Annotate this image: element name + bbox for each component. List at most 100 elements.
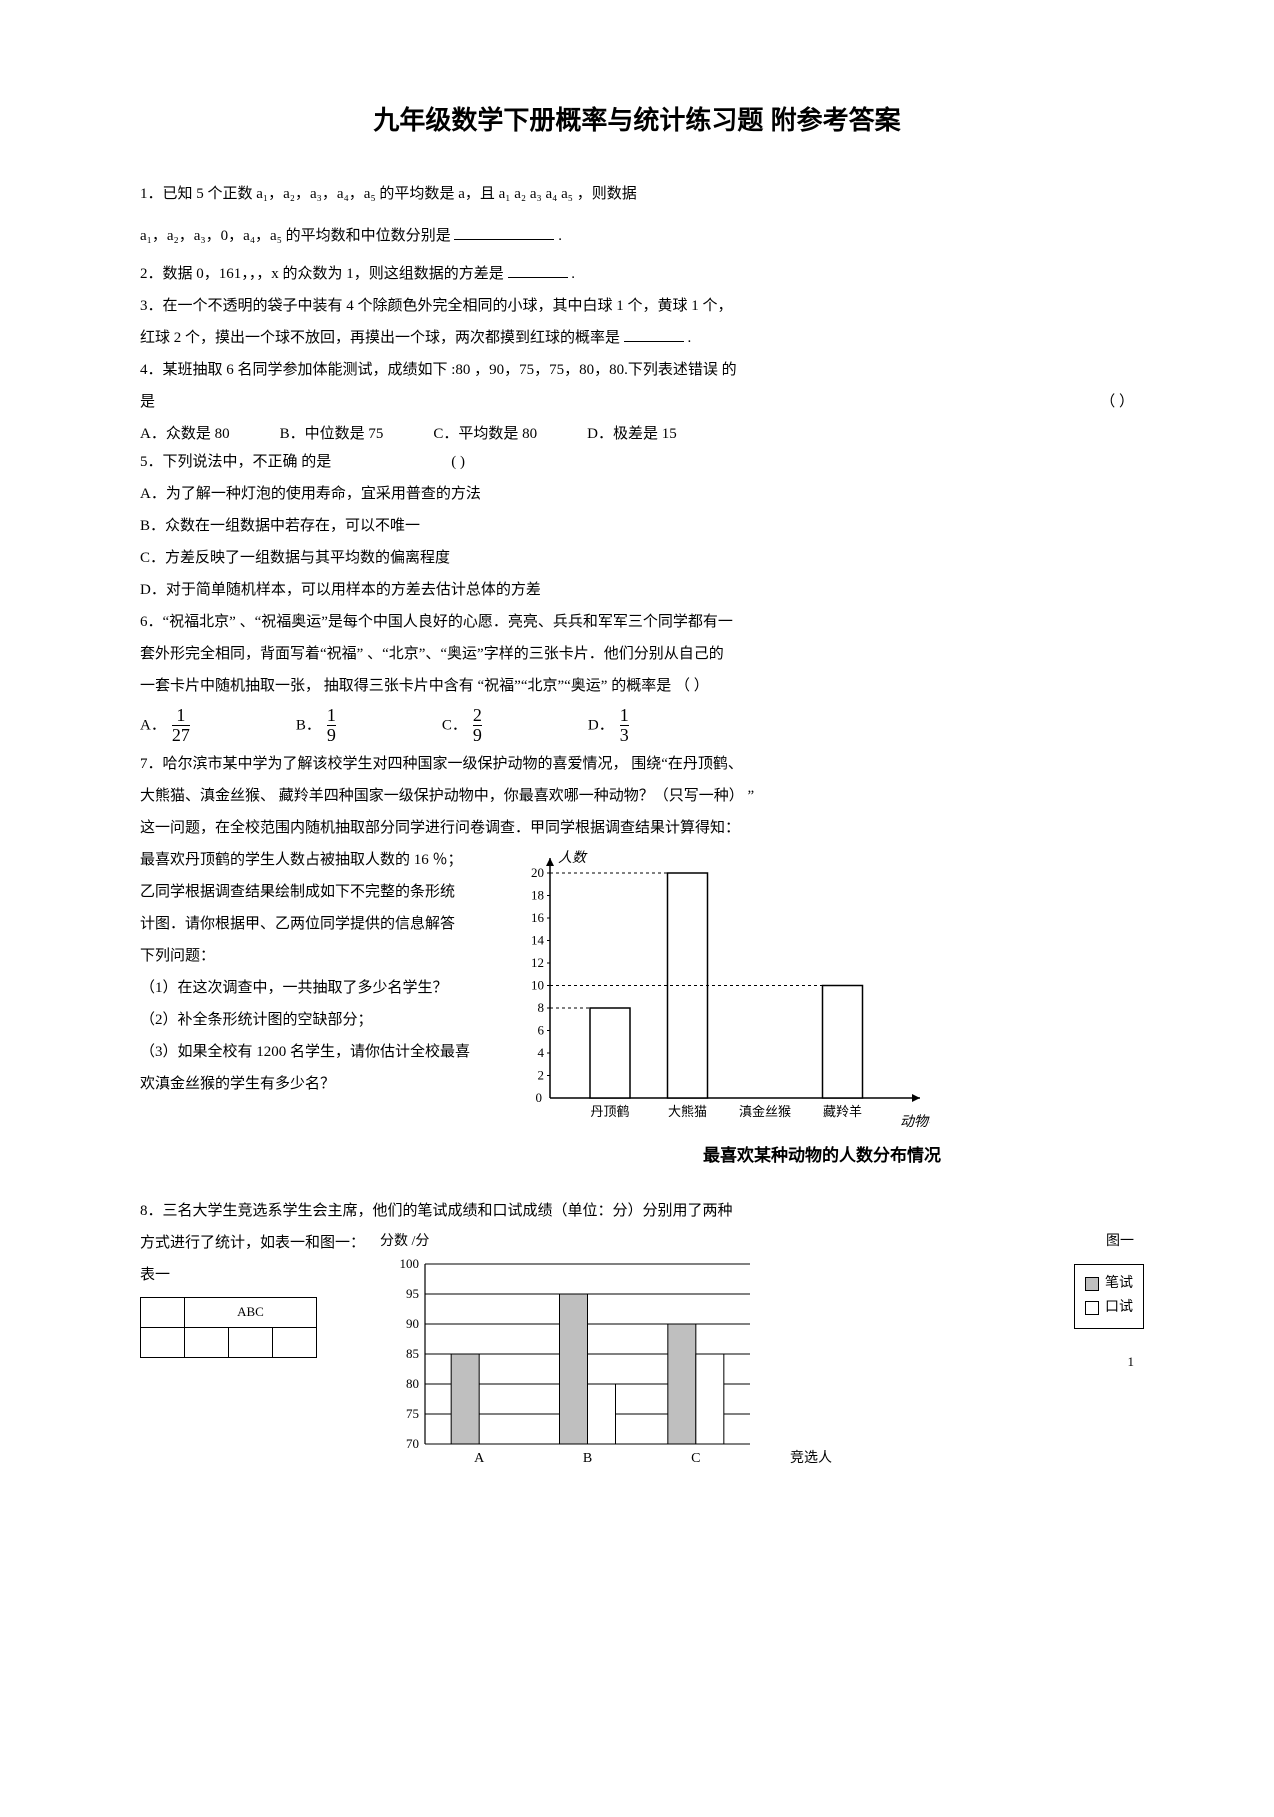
page-number: 1	[1128, 1352, 1135, 1373]
q4-optD: D．极差是 15	[587, 422, 677, 446]
svg-text:滇金丝猴: 滇金丝猴	[739, 1104, 791, 1119]
q6-B-frac: 19	[327, 706, 336, 747]
q4-line1: 4．某班抽取 6 名同学参加体能测试，成绩如下 :80 ，90，75，75，80…	[140, 358, 1134, 382]
svg-text:动物名称: 动物名称	[900, 1114, 930, 1130]
q7-chart-wrap: 人数动物名称02468101214161820丹顶鹤大熊猫滇金丝猴藏羚羊 最喜欢…	[510, 848, 1134, 1169]
frac-n: 1	[327, 706, 336, 726]
svg-text:B: B	[583, 1451, 592, 1464]
svg-text:16: 16	[531, 910, 545, 925]
svg-text:70: 70	[406, 1436, 419, 1451]
animals-bar-chart: 人数动物名称02468101214161820丹顶鹤大熊猫滇金丝猴藏羚羊	[510, 848, 930, 1138]
q5-optC: C．方差反映了一组数据与其平均数的偏离程度	[140, 546, 1134, 570]
frac-d: 3	[620, 725, 629, 746]
q8-fig-label: 图一	[1106, 1231, 1134, 1253]
svg-text:藏羚羊: 藏羚羊	[823, 1104, 862, 1119]
q6-C-frac: 29	[473, 706, 482, 747]
svg-text:4: 4	[538, 1045, 545, 1060]
svg-text:90: 90	[406, 1316, 419, 1331]
q6-optA: A．127	[140, 706, 196, 747]
q6-optD: D． 13	[588, 706, 635, 747]
q7-line3: 这一问题，在全校范围内随机抽取部分同学进行问卷调查．甲同学根据调查结果计算得知：	[140, 816, 1134, 840]
page-title: 九年级数学下册概率与统计练习题 附参考答案	[140, 100, 1134, 142]
legend-swatch-1	[1085, 1277, 1099, 1291]
legend-row: 笔试	[1085, 1273, 1133, 1295]
chart7-caption: 最喜欢某种动物的人数分布情况	[510, 1142, 1134, 1169]
table-cell	[141, 1298, 185, 1328]
q7-l7: 欢滇金丝猴的学生有多少名？	[140, 1072, 500, 1096]
table-cell	[229, 1328, 273, 1358]
chart8-legend: 笔试 口试	[1074, 1264, 1144, 1329]
q6-D-label: D．	[588, 717, 614, 733]
q6-B-label: B．	[296, 717, 321, 733]
q6-optC: C． 29	[442, 706, 488, 747]
q5-line1: 5．下列说法中，不正确 的是 ( )	[140, 450, 1134, 474]
frac-n: 2	[473, 706, 482, 726]
q7-l4: （1）在这次调查中，一共抽取了多少名学生？	[140, 976, 500, 1000]
q6-A-frac: 127	[172, 706, 190, 747]
svg-text:竞选人: 竞选人	[790, 1449, 832, 1464]
table-cell	[273, 1328, 317, 1358]
q4-line2: 是 （ ）	[140, 390, 1134, 414]
q6-options: A．127 B．19 C．29 D．13	[140, 706, 1134, 747]
frac-d: 9	[473, 725, 482, 746]
q6-line3: 一套卡片中随机抽取一张， 抽取得三张卡片中含有 “祝福”“北京”“奥运” 的概率…	[140, 674, 1134, 698]
svg-text:100: 100	[400, 1256, 420, 1271]
q3-line1: 3．在一个不透明的袋子中装有 4 个除颜色外完全相同的小球，其中白球 1 个，黄…	[140, 294, 1134, 318]
table-cell: ABC	[185, 1298, 317, 1328]
svg-text:10: 10	[531, 978, 544, 993]
svg-text:12: 12	[531, 955, 544, 970]
q8-body: 方式进行了统计，如表一和图一： 表一 ABC 分数 /分 图一 70758085…	[140, 1231, 1134, 1471]
q1-line2: a₁，a₂，a₃，0，a₄，a₅ 的平均数和中位数分别是 .	[140, 224, 1134, 248]
svg-text:20: 20	[531, 865, 544, 880]
frac-d: 27	[172, 725, 190, 746]
svg-text:大熊猫: 大熊猫	[668, 1104, 707, 1119]
q1-text: a₁，a₂，a₃，0，a₄，a₅ 的平均数和中位数分别是	[140, 228, 451, 244]
q3-line2: 红球 2 个，摸出一个球不放回，再摸出一个球，两次都摸到红球的概率是 .	[140, 326, 1134, 350]
frac-n: 1	[620, 706, 629, 726]
q7-l3: 下列问题：	[140, 944, 500, 968]
q7-l1: 乙同学根据调查结果绘制成如下不完整的条形统	[140, 880, 500, 904]
q6-C-label: C．	[442, 717, 467, 733]
q7-body: 最喜欢丹顶鹤的学生人数占被抽取人数的 16 ％； 乙同学根据调查结果绘制成如下不…	[140, 848, 1134, 1169]
q7-line2: 大熊猫、滇金丝猴、 藏羚羊四种国家一级保护动物中，你最喜欢哪一种动物？（只写一种…	[140, 784, 1134, 808]
table-row	[141, 1328, 317, 1358]
legend-label-2: 口试	[1105, 1297, 1133, 1319]
svg-text:14: 14	[531, 933, 545, 948]
q7-line1: 7．哈尔滨市某中学为了解该校学生对四种国家一级保护动物的喜爱情况， 围绕“在丹顶…	[140, 752, 1134, 776]
q7-l2: 计图．请你根据甲、乙两位同学提供的信息解答	[140, 912, 500, 936]
q8-line1: 8．三名大学生竞选系学生会主席，他们的笔试成绩和口试成绩（单位：分）分别用了两种	[140, 1199, 1134, 1223]
q4-optB: B．中位数是 75	[280, 422, 384, 446]
svg-text:0: 0	[536, 1090, 543, 1105]
q8-chart-wrap: 分数 /分 图一 707580859095100ABC竞选人 笔试 口试	[380, 1231, 1134, 1471]
q8-table-label: 表一	[140, 1263, 370, 1287]
q6-D-frac: 13	[620, 706, 629, 747]
svg-text:95: 95	[406, 1286, 419, 1301]
q8-line2: 方式进行了统计，如表一和图一：	[140, 1231, 370, 1255]
q6-line2: 套外形完全相同，背面写着“祝福” 、“北京”、“奥运”字样的三张卡片．他们分别从…	[140, 642, 1134, 666]
q6-optB: B． 19	[296, 706, 342, 747]
legend-label-1: 笔试	[1105, 1273, 1133, 1295]
q3-text: 红球 2 个，摸出一个球不放回，再摸出一个球，两次都摸到红球的概率是	[140, 330, 620, 346]
svg-text:6: 6	[538, 1023, 545, 1038]
svg-text:A: A	[474, 1451, 485, 1464]
svg-text:丹顶鹤: 丹顶鹤	[590, 1104, 629, 1119]
q8-left: 方式进行了统计，如表一和图一： 表一 ABC	[140, 1231, 370, 1358]
q7-l6: （3）如果全校有 1200 名学生，请你估计全校最喜	[140, 1040, 500, 1064]
q7-l0: 最喜欢丹顶鹤的学生人数占被抽取人数的 16 ％；	[140, 848, 500, 872]
legend-swatch-2	[1085, 1301, 1099, 1315]
q2-text: 2．数据 0，161，，，x 的众数为 1，则这组数据的方差是	[140, 266, 504, 282]
q6-line1: 6．“祝福北京” 、“祝福奥运”是每个中国人良好的心愿．亮亮、兵兵和军军三个同学…	[140, 610, 1134, 634]
table-one: ABC	[140, 1297, 317, 1358]
table-cell	[185, 1328, 229, 1358]
q4-optC: C．平均数是 80	[433, 422, 537, 446]
svg-text:8: 8	[538, 1000, 545, 1015]
q5-text: 5．下列说法中，不正确 的是	[140, 450, 331, 474]
q7-l5: （2）补全条形统计图的空缺部分；	[140, 1008, 500, 1032]
svg-text:2: 2	[538, 1068, 545, 1083]
svg-text:85: 85	[406, 1346, 419, 1361]
svg-text:75: 75	[406, 1406, 419, 1421]
q5-optB: B．众数在一组数据中若存在，可以不唯一	[140, 514, 1134, 538]
q2-blank	[508, 263, 568, 278]
frac-d: 9	[327, 725, 336, 746]
q2: 2．数据 0，161，，，x 的众数为 1，则这组数据的方差是 .	[140, 262, 1134, 286]
